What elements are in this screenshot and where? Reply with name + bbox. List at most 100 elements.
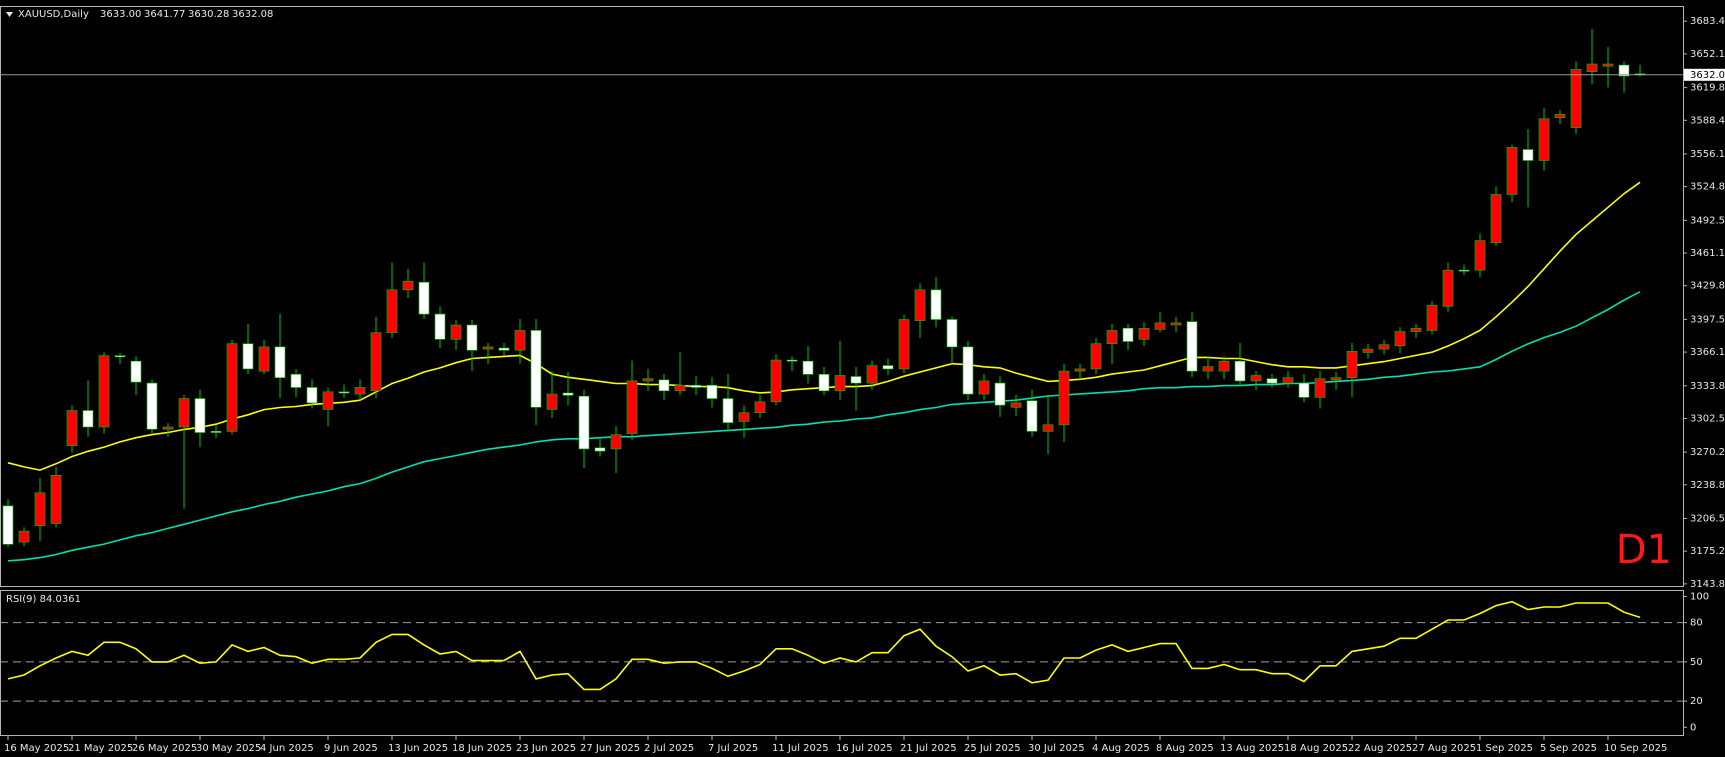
y-tick-label: 3652.10 (1690, 49, 1725, 60)
candle-body (386, 289, 398, 333)
candle-body (1522, 149, 1534, 161)
y-tick-label: 3333.85 (1690, 381, 1725, 392)
x-tick-label: 27 Jun 2025 (580, 743, 640, 754)
candle-body (450, 324, 462, 340)
candle-body (1506, 147, 1518, 195)
candle-body (530, 330, 542, 408)
x-tick-label: 18 Jun 2025 (452, 743, 512, 754)
candle-body (1602, 63, 1614, 67)
candle-body (1058, 370, 1070, 426)
x-tick-label: 7 Jul 2025 (708, 743, 758, 754)
candle-body (1426, 304, 1438, 331)
candle-body (34, 492, 46, 527)
candle-body (1074, 368, 1086, 372)
x-tick-label: 27 Aug 2025 (1412, 743, 1476, 754)
y-tick-label: 3238.85 (1690, 480, 1725, 491)
candle-body (1410, 327, 1422, 332)
x-tick-label: 8 Aug 2025 (1156, 743, 1214, 754)
y-tick-label: 3492.50 (1690, 215, 1725, 226)
y-tick-label: 3429.80 (1690, 281, 1725, 292)
candle-body (1026, 400, 1038, 432)
x-tick-label: 10 Sep 2025 (1604, 743, 1667, 754)
y-tick-label: 3683.45 (1690, 16, 1725, 27)
y-tick-label: 3143.85 (1690, 579, 1725, 590)
candle-body (1154, 322, 1166, 330)
ohlc-high: 3641.77 (144, 9, 185, 20)
candle-body (498, 347, 510, 351)
main-panel-frame (0, 6, 1684, 587)
candle-body (482, 346, 494, 350)
candle-body (1090, 343, 1102, 370)
x-tick-label: 4 Aug 2025 (1092, 743, 1150, 754)
candle-body (194, 398, 206, 433)
candle-body (130, 360, 142, 383)
candle-body (338, 391, 350, 394)
candle-body (866, 365, 878, 384)
candle-body (1474, 240, 1486, 271)
x-tick-label: 30 May 2025 (196, 743, 261, 754)
candle-body (322, 391, 334, 410)
candle-body (402, 280, 414, 291)
candle-body (786, 359, 798, 362)
candle-body (1234, 360, 1246, 382)
y-tick-label: 0 (1690, 722, 1696, 733)
x-tick-label: 22 Aug 2025 (1348, 743, 1412, 754)
candle-body (1298, 382, 1310, 398)
candle-body (466, 324, 478, 351)
candle-body (546, 393, 558, 410)
candle-body (1458, 269, 1470, 272)
candle-body (1266, 378, 1278, 384)
candle-body (146, 382, 158, 430)
y-tick-label: 3175.20 (1690, 546, 1725, 557)
y-tick-label: 3270.20 (1690, 447, 1725, 458)
y-tick-label: 3619.80 (1690, 83, 1725, 94)
candle-body (1490, 194, 1502, 244)
candle-body (594, 447, 606, 452)
x-tick-label: 18 Aug 2025 (1284, 743, 1348, 754)
candle-body (1586, 63, 1598, 72)
candle-body (1346, 350, 1358, 378)
candle-body (1106, 330, 1118, 344)
x-tick-label: 2 Jul 2025 (644, 743, 694, 754)
candle-body (722, 398, 734, 423)
x-tick-label: 9 Jun 2025 (324, 743, 378, 754)
x-tick-label: 26 May 2025 (132, 743, 197, 754)
x-tick-label: 21 May 2025 (68, 743, 133, 754)
x-tick-label: 4 Jun 2025 (260, 743, 314, 754)
rsi-title: RSI(9) 84.0361 (6, 594, 81, 605)
ohlc-close: 3632.08 (232, 9, 273, 20)
candle-body (114, 355, 126, 358)
candle-body (82, 410, 94, 428)
y-tick-label: 50 (1690, 657, 1703, 668)
candle-body (930, 289, 942, 320)
candle-body (1170, 322, 1182, 326)
candle-body (562, 392, 574, 396)
x-tick-label: 16 Jul 2025 (836, 743, 893, 754)
candle-body (242, 343, 254, 370)
candle-body (306, 387, 318, 404)
x-tick-label: 13 Aug 2025 (1220, 743, 1284, 754)
moving-average-line (7, 291, 1641, 562)
y-tick-label: 3461.15 (1690, 248, 1725, 259)
ohlc-low: 3630.28 (188, 9, 229, 20)
candle-body (802, 360, 814, 375)
x-tick-label: 13 Jun 2025 (388, 743, 448, 754)
candle-body (354, 387, 366, 395)
x-tick-label: 5 Sep 2025 (1540, 743, 1597, 754)
last-price-label: 3632.08 (1690, 70, 1725, 81)
candle-body (690, 384, 702, 388)
timeframe-label: D1 (1616, 527, 1672, 573)
candle-body (18, 530, 30, 543)
candle-body (2, 505, 14, 545)
x-tick-label: 30 Jul 2025 (1028, 743, 1085, 754)
candle-body (818, 374, 830, 392)
candle-body (226, 343, 238, 432)
candle-body (882, 365, 894, 370)
candle-body (962, 346, 974, 395)
y-tick-label: 3588.45 (1690, 115, 1725, 126)
x-tick-label: 1 Sep 2025 (1476, 743, 1533, 754)
candle-body (642, 378, 654, 382)
